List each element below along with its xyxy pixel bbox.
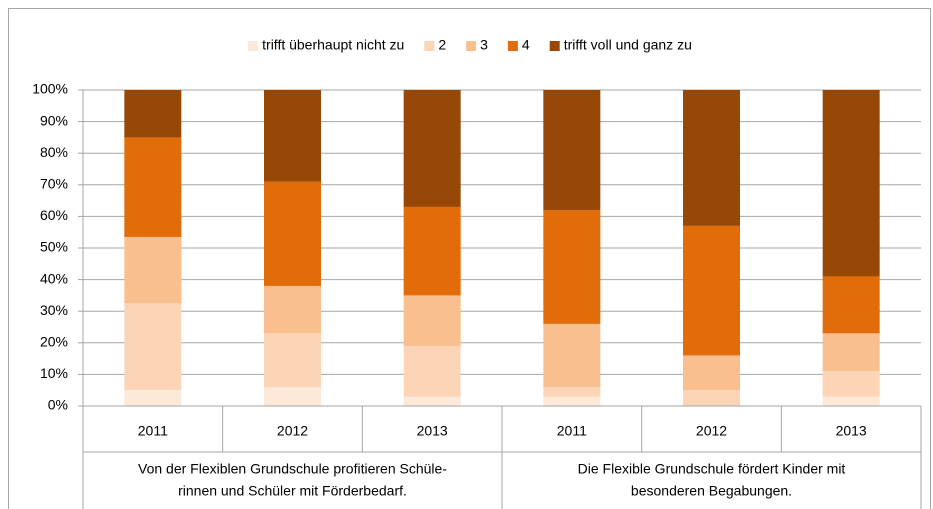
bar-segment (403, 396, 461, 406)
x-tick-label: 2013 (417, 423, 448, 439)
legend-label: 4 (522, 37, 530, 53)
bar-segment (264, 285, 321, 334)
bar-segment (403, 295, 461, 346)
y-tick-label: 20% (40, 334, 68, 350)
bar-segment (124, 90, 182, 138)
bar-segment (403, 206, 461, 296)
legend-swatch (507, 41, 518, 51)
legend-label: trifft voll und ganz zu (564, 37, 692, 53)
bar-segment (543, 387, 601, 397)
bar-segment (403, 345, 461, 397)
group-label: besonderen Begabungen. (631, 483, 792, 499)
bar-segment (264, 387, 321, 406)
bar-segment (124, 303, 182, 391)
bar-segment (683, 355, 740, 391)
bar-segment (124, 137, 182, 237)
bar-segment (403, 90, 461, 207)
y-tick-label: 40% (40, 270, 68, 286)
group-label: Die Flexible Grundschule fördert Kinder … (578, 461, 846, 477)
bar-segment (683, 390, 740, 406)
bar-segment (543, 90, 601, 211)
y-tick-label: 90% (40, 112, 68, 128)
y-tick-label: 30% (40, 302, 68, 318)
bar-segment (264, 181, 321, 286)
legend-label: trifft überhaupt nicht zu (262, 37, 404, 53)
bar-segment (822, 371, 880, 397)
legend-swatch (248, 41, 259, 51)
legend-swatch (466, 41, 477, 51)
x-tick-label: 2012 (277, 423, 308, 439)
group-label: Von der Flexiblen Grundschule profitiere… (138, 461, 447, 477)
y-tick-label: 60% (40, 207, 68, 223)
legend-swatch (424, 41, 435, 51)
x-tick-label: 2012 (696, 423, 727, 439)
bar-segment (124, 390, 182, 406)
y-tick-label: 70% (40, 176, 68, 192)
x-tick-label: 2013 (836, 423, 867, 439)
legend-label: 2 (438, 37, 446, 53)
bar-segment (822, 90, 880, 277)
bar-segment (683, 90, 740, 226)
x-tick-label: 2011 (557, 423, 587, 439)
bar-segment (264, 333, 321, 388)
bar-segment (543, 396, 601, 406)
y-tick-label: 50% (40, 239, 68, 255)
bar-segment (124, 236, 182, 304)
group-label: rinnen und Schüler mit Förderbedarf. (178, 483, 407, 499)
bar-segment (822, 276, 880, 334)
x-tick-label: 2011 (138, 423, 168, 439)
y-tick-label: 80% (40, 144, 68, 160)
bar-segment (822, 333, 880, 372)
bar-segment (822, 396, 880, 406)
y-tick-label: 0% (48, 397, 68, 413)
bar-segment (543, 323, 601, 388)
legend-label: 3 (480, 37, 488, 53)
y-tick-label: 100% (32, 81, 68, 97)
bar-segment (543, 210, 601, 324)
bar-segment (264, 90, 321, 182)
y-tick-label: 10% (40, 365, 68, 381)
legend-swatch (549, 41, 560, 51)
bar-segment (683, 225, 740, 356)
